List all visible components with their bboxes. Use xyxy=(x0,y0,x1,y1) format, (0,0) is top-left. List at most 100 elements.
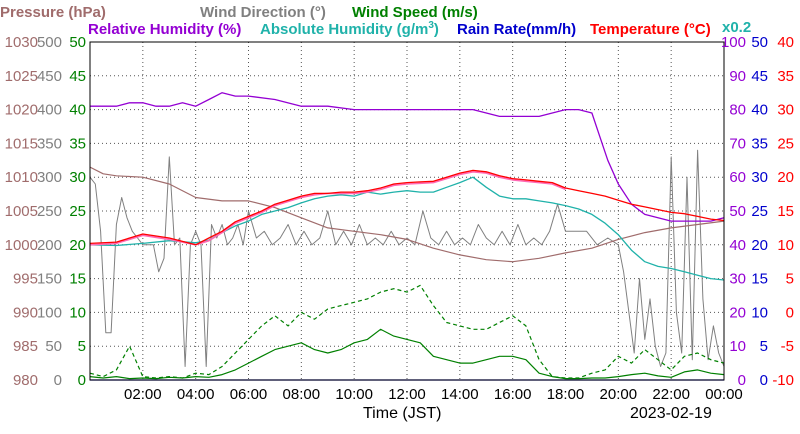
y-tick-label-rain-rate: 45 xyxy=(751,68,768,85)
y-tick-label-pressure: 1005 xyxy=(5,203,38,220)
y-tick-label-rain-rate: 20 xyxy=(751,237,768,254)
legend-rain-rate: Rain Rate(mm/h) xyxy=(457,21,576,38)
y-tick-label-relative-humidity: 100 xyxy=(721,34,746,51)
y-tick-label-wind-direction: 500 xyxy=(37,34,62,51)
y-tick-label-relative-humidity: 60 xyxy=(729,169,746,186)
y-tick-label-wind-direction: 350 xyxy=(37,135,62,152)
legend-wind-direction: Wind Direction (°) xyxy=(200,4,326,21)
y-tick-label-wind-speed: 50 xyxy=(69,34,86,51)
legend-absolute-humidity-text: Absolute Humidity (g/m xyxy=(260,21,428,38)
series-line-wind-direction xyxy=(89,149,725,367)
y-tick-label-temperature: 0 xyxy=(786,304,794,321)
y-tick-label-relative-humidity: 40 xyxy=(729,237,746,254)
x-tick-label: 02:00 xyxy=(124,386,162,403)
y-tick-label-pressure: 990 xyxy=(13,304,38,321)
plot-frame xyxy=(89,41,725,381)
y-tick-label-rain-rate: 25 xyxy=(751,203,768,220)
y-tick-label-temperature: 15 xyxy=(777,203,794,220)
y-tick-label-pressure: 980 xyxy=(13,372,38,389)
series-line-relative-humidity xyxy=(90,92,725,222)
x-tick-label: 18:00 xyxy=(547,386,585,403)
series-line-wind-gust xyxy=(89,284,725,379)
y-tick-label-pressure: 1030 xyxy=(5,34,38,51)
legend-temperature: Temperature (°C) xyxy=(590,21,711,38)
series-line-wind-speed xyxy=(89,328,725,380)
legend-absolute-humidity: Absolute Humidity (g/m3) xyxy=(260,20,439,38)
y-tick-label-relative-humidity: 30 xyxy=(729,271,746,288)
y-tick-label-temperature: 10 xyxy=(777,237,794,254)
legend-absolute-humidity-sup: 3 xyxy=(428,20,434,31)
x-tick-label: 20:00 xyxy=(600,386,638,403)
y-tick-label-wind-speed: 15 xyxy=(69,271,86,288)
series-line-absolute-humidity xyxy=(89,176,725,281)
y-tick-label-rain-rate: 5 xyxy=(760,338,768,355)
y-tick-label-wind-speed: 35 xyxy=(69,135,86,152)
y-tick-label-rain-rate: 10 xyxy=(751,304,768,321)
legend-pressure: Pressure (hPa) xyxy=(0,4,106,21)
y-tick-label-wind-direction: 300 xyxy=(37,169,62,186)
y-tick-label-wind-direction: 400 xyxy=(37,102,62,119)
y-tick-label-wind-direction: 0 xyxy=(54,372,62,389)
legend-scale-note: x0.2 xyxy=(722,19,751,36)
x-tick-label: 04:00 xyxy=(177,386,215,403)
y-tick-label-relative-humidity: 70 xyxy=(729,135,746,152)
y-tick-label-wind-direction: 450 xyxy=(37,68,62,85)
x-tick-label: 22:00 xyxy=(652,386,690,403)
y-tick-label-temperature: -5 xyxy=(781,338,794,355)
y-tick-label-rain-rate: 15 xyxy=(751,271,768,288)
legend-relative-humidity: Relative Humidity (%) xyxy=(88,21,241,38)
y-tick-label-pressure: 1015 xyxy=(5,135,38,152)
x-axis-label: Time (JST) xyxy=(363,405,442,422)
y-tick-label-wind-speed: 10 xyxy=(69,304,86,321)
y-tick-label-rain-rate: 30 xyxy=(751,169,768,186)
y-tick-label-wind-speed: 45 xyxy=(69,68,86,85)
y-tick-label-wind-direction: 50 xyxy=(45,338,62,355)
y-tick-label-pressure: 1010 xyxy=(5,169,38,186)
y-tick-label-temperature: -10 xyxy=(772,372,794,389)
y-tick-label-pressure: 985 xyxy=(13,338,38,355)
series-line-temperature xyxy=(89,169,725,246)
y-tick-label-rain-rate: 35 xyxy=(751,135,768,152)
y-tick-label-temperature: 25 xyxy=(777,135,794,152)
y-tick-label-pressure: 1020 xyxy=(5,102,38,119)
y-tick-label-temperature: 20 xyxy=(777,169,794,186)
legend-wind-speed: Wind Speed (m/s) xyxy=(352,4,478,21)
y-tick-label-temperature: 35 xyxy=(777,68,794,85)
y-tick-label-temperature: 40 xyxy=(777,34,794,51)
x-tick-label: 10:00 xyxy=(335,386,373,403)
y-tick-label-wind-speed: 30 xyxy=(69,169,86,186)
y-tick-label-wind-direction: 150 xyxy=(37,271,62,288)
y-tick-label-rain-rate: 50 xyxy=(751,34,768,51)
y-axis-ticks: 1030102510201015101010051000995990985980… xyxy=(5,34,794,389)
series-line-dew-point xyxy=(89,171,566,246)
chart-date: 2023-02-19 xyxy=(630,405,712,422)
x-tick-label: 08:00 xyxy=(283,386,321,403)
y-tick-label-relative-humidity: 80 xyxy=(729,102,746,119)
y-tick-label-relative-humidity: 20 xyxy=(729,304,746,321)
y-tick-label-wind-direction: 200 xyxy=(37,237,62,254)
y-tick-label-wind-speed: 40 xyxy=(69,102,86,119)
y-tick-label-wind-speed: 20 xyxy=(69,237,86,254)
x-tick-label: 16:00 xyxy=(494,386,532,403)
y-tick-label-rain-rate: 0 xyxy=(760,372,768,389)
legend-absolute-humidity-close: ) xyxy=(434,21,439,38)
y-tick-label-temperature: 5 xyxy=(786,271,794,288)
y-tick-label-rain-rate: 40 xyxy=(751,102,768,119)
x-tick-label: 06:00 xyxy=(230,386,268,403)
y-tick-label-wind-direction: 100 xyxy=(37,304,62,321)
y-tick-label-temperature: 30 xyxy=(777,102,794,119)
series-line-pressure xyxy=(89,166,725,263)
y-tick-label-relative-humidity: 50 xyxy=(729,203,746,220)
x-tick-label: 00:00 xyxy=(705,386,743,403)
y-tick-label-relative-humidity: 90 xyxy=(729,68,746,85)
y-tick-label-pressure: 1000 xyxy=(5,237,38,254)
y-tick-label-wind-speed: 25 xyxy=(69,203,86,220)
y-tick-label-wind-direction: 250 xyxy=(37,203,62,220)
y-tick-label-relative-humidity: 0 xyxy=(738,372,746,389)
x-tick-label: 14:00 xyxy=(441,386,479,403)
y-tick-label-relative-humidity: 10 xyxy=(729,338,746,355)
y-tick-label-pressure: 995 xyxy=(13,271,38,288)
x-axis-ticks: 02:00 04:00 06:00 08:00 10:00 12:00 14:00 16:00… xyxy=(124,386,743,403)
